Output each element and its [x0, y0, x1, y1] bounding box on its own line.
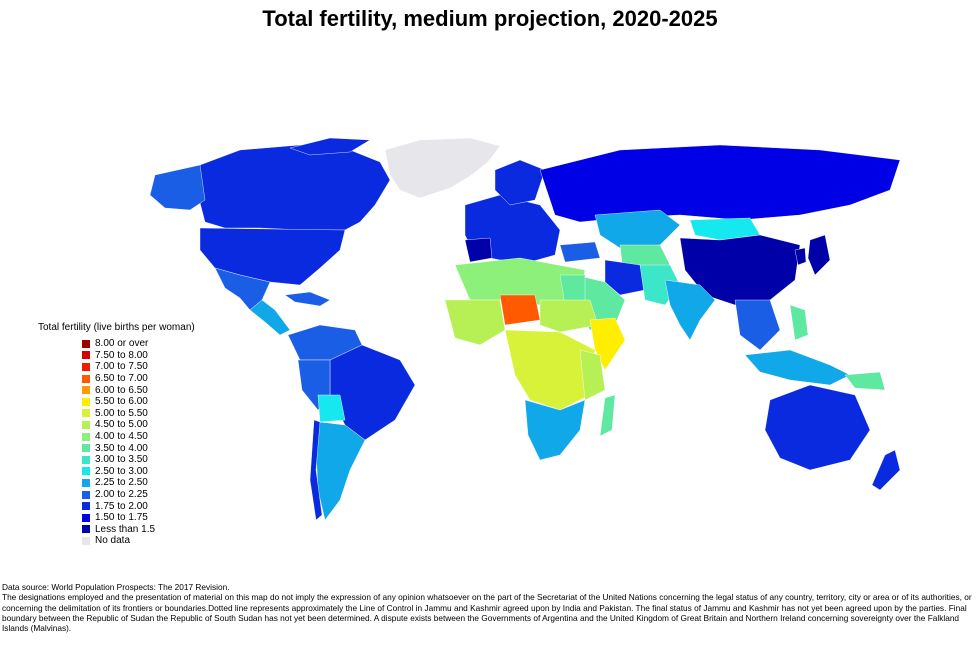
- legend-swatch: [82, 339, 90, 348]
- region-west-africa: [444, 299, 506, 346]
- region-caribbean: [284, 291, 331, 307]
- legend-label: 4.00 to 4.50: [95, 431, 148, 443]
- legend-item: 4.50 to 5.00: [82, 419, 195, 431]
- region-niger: [499, 294, 541, 326]
- region-central-america: [249, 299, 291, 336]
- legend-swatch: [82, 478, 90, 487]
- legend-label: 6.50 to 7.00: [95, 373, 148, 385]
- region-canada: [197, 144, 391, 231]
- region-new-zealand: [871, 449, 901, 491]
- legend-swatch: [82, 397, 90, 406]
- map-legend: Total fertility (live births per woman) …: [38, 322, 195, 547]
- legend-item: 1.75 to 2.00: [82, 500, 195, 512]
- world-fertility-map: [149, 137, 901, 521]
- legend-label: 2.50 to 3.00: [95, 465, 148, 477]
- legend-swatch: [82, 432, 90, 441]
- legend-label: No data: [95, 535, 131, 547]
- legend-label: 6.00 to 6.50: [95, 384, 148, 396]
- legend-item: 3.50 to 4.00: [82, 442, 195, 454]
- legend-swatch: [82, 374, 90, 383]
- legend-swatch: [82, 536, 90, 545]
- region-argentina: [315, 421, 366, 521]
- legend-item: 8.00 or over: [82, 338, 195, 350]
- legend-label: 2.00 to 2.25: [95, 489, 148, 501]
- legend-item: 2.00 to 2.25: [82, 489, 195, 501]
- legend-label: 7.00 to 7.50: [95, 361, 148, 373]
- legend-label: Less than 1.5: [95, 523, 156, 535]
- region-east-africa: [579, 349, 606, 401]
- data-source-note: Data source: World Population Prospects:…: [2, 582, 230, 592]
- region-turkey: [559, 241, 601, 263]
- region-india: [664, 279, 716, 341]
- legend-items: 8.00 or over 7.50 to 8.00 7.00 to 7.50 6.50…: [38, 338, 195, 547]
- legend-item: 4.00 to 4.50: [82, 431, 195, 443]
- legend-label: 1.50 to 1.75: [95, 512, 148, 524]
- legend-label: 5.50 to 6.00: [95, 396, 148, 408]
- legend-swatch: [82, 362, 90, 371]
- legend-item: 7.50 to 8.00: [82, 350, 195, 362]
- legend-label: 3.50 to 4.00: [95, 442, 148, 454]
- region-bolivia: [317, 394, 346, 423]
- region-iran: [604, 259, 646, 296]
- legend-swatch: [82, 386, 90, 395]
- disclaimer-note: The designations employed and the presen…: [2, 592, 972, 634]
- region-madagascar: [599, 394, 616, 437]
- region-arctic-islands: [289, 137, 371, 156]
- legend-label: 3.00 to 3.50: [95, 454, 148, 466]
- legend-swatch: [82, 409, 90, 418]
- map-title: Total fertility, medium projection, 2020…: [262, 6, 718, 31]
- legend-label: 5.00 to 5.50: [95, 407, 148, 419]
- region-southern-africa: [524, 399, 586, 461]
- legend-item: 1.50 to 1.75: [82, 512, 195, 524]
- legend-swatch: [82, 513, 90, 522]
- legend-item: 5.50 to 6.00: [82, 396, 195, 408]
- region-papua: [844, 371, 886, 391]
- region-russia: [539, 144, 901, 223]
- region-central-africa: [504, 329, 596, 411]
- region-australia: [764, 384, 871, 471]
- legend-item: 6.50 to 7.00: [82, 373, 195, 385]
- legend-item: 2.50 to 3.00: [82, 466, 195, 478]
- region-iberia: [464, 237, 493, 263]
- legend-item: 2.25 to 2.50: [82, 477, 195, 489]
- legend-item: No data: [82, 535, 195, 547]
- legend-label: 4.50 to 5.00: [95, 419, 148, 431]
- region-japan: [807, 234, 831, 276]
- legend-title: Total fertility (live births per woman): [38, 322, 195, 333]
- legend-swatch: [82, 490, 90, 499]
- region-southeast-asia: [734, 299, 781, 351]
- footer-notes: Data source: World Population Prospects:…: [2, 582, 972, 633]
- region-greenland: [384, 137, 501, 199]
- legend-item: Less than 1.5: [82, 524, 195, 536]
- legend-swatch: [82, 467, 90, 476]
- region-philippines: [789, 304, 809, 341]
- legend-swatch: [82, 525, 90, 534]
- legend-label: 7.50 to 8.00: [95, 349, 148, 361]
- region-chile: [309, 419, 323, 521]
- legend-swatch: [82, 502, 90, 511]
- legend-label: 1.75 to 2.00: [95, 500, 148, 512]
- legend-label: 8.00 or over: [95, 338, 149, 350]
- legend-item: 7.00 to 7.50: [82, 361, 195, 373]
- region-indonesia: [744, 349, 851, 386]
- legend-label: 2.25 to 2.50: [95, 477, 148, 489]
- legend-item: 6.00 to 6.50: [82, 384, 195, 396]
- region-scandinavia: [494, 159, 546, 206]
- legend-swatch: [82, 420, 90, 429]
- region-chad-sudan: [539, 299, 599, 333]
- legend-item: 5.00 to 5.50: [82, 408, 195, 420]
- legend-swatch: [82, 455, 90, 464]
- region-alaska: [149, 164, 206, 211]
- region-usa: [199, 227, 346, 286]
- legend-swatch: [82, 351, 90, 360]
- region-korea: [794, 247, 807, 266]
- legend-swatch: [82, 444, 90, 453]
- region-china: [679, 234, 801, 306]
- legend-item: 3.00 to 3.50: [82, 454, 195, 466]
- region-kazakhstan: [594, 209, 681, 249]
